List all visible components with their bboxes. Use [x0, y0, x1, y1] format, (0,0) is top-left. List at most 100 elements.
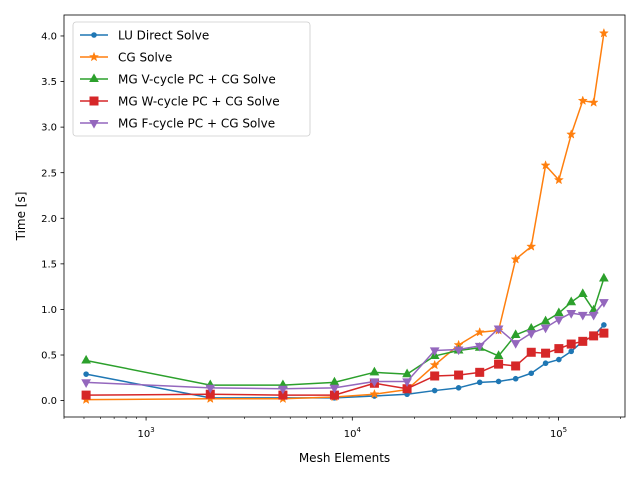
- data-point: [566, 339, 576, 349]
- data-point: [577, 288, 588, 297]
- legend-label: CG Solve: [118, 51, 172, 65]
- series-line: [86, 33, 605, 401]
- data-point: [205, 384, 216, 394]
- y-tick-label: 3.5: [41, 77, 57, 88]
- data-point: [577, 311, 588, 321]
- y-tick-label: 0.0: [41, 396, 57, 407]
- data-point: [511, 361, 521, 371]
- data-point: [475, 367, 485, 377]
- legend-item: CG Solve: [80, 51, 172, 65]
- data-point: [528, 370, 535, 377]
- data-point: [553, 174, 564, 185]
- data-point: [493, 325, 504, 335]
- data-point: [526, 330, 537, 339]
- tick-layer: 103 104 105 0.0 0.5 1.0 1.5 2.0 2.5 3.0 3.5 4.0: [41, 32, 621, 440]
- data-point: [329, 384, 340, 394]
- data-point: [553, 316, 564, 326]
- legend-marker: [91, 32, 97, 38]
- data-point: [526, 347, 536, 357]
- data-point: [494, 359, 504, 369]
- data-point: [588, 311, 599, 321]
- data-point: [510, 340, 521, 349]
- data-point: [402, 368, 412, 378]
- legend-item: MG W-cycle PC + CG Solve: [80, 95, 280, 109]
- data-point: [476, 379, 483, 386]
- data-point: [526, 241, 537, 251]
- series-3: [81, 272, 609, 389]
- legend: LU Direct Solve CG Solve MG V-cycle PC + C…: [72, 21, 311, 137]
- data-point: [510, 253, 521, 264]
- axes-frame: [63, 14, 626, 418]
- legend-marker: [88, 51, 100, 62]
- y-tick-label: 0.5: [41, 351, 57, 362]
- data-point: [454, 370, 464, 380]
- data-point: [453, 346, 464, 356]
- y-tick-label: 2.5: [41, 168, 57, 179]
- data-point: [430, 371, 440, 381]
- data-point: [601, 322, 607, 328]
- data-point: [369, 388, 380, 399]
- data-point: [455, 385, 462, 391]
- y-tick-label: 3.0: [41, 123, 57, 134]
- data-point: [369, 366, 380, 376]
- x-tick-label: 104: [344, 426, 362, 440]
- legend-box: [72, 21, 311, 137]
- data-point: [588, 97, 599, 107]
- data-point: [495, 378, 502, 385]
- data-point: [566, 310, 577, 319]
- x-tick-label: 103: [137, 426, 154, 440]
- y-tick-label: 4.0: [41, 32, 57, 43]
- x-axis-label: Mesh Elements: [299, 451, 390, 465]
- legend-item: MG F-cycle PC + CG Solve: [80, 117, 275, 131]
- data-point: [556, 356, 562, 363]
- data-point: [429, 347, 440, 357]
- data-point: [599, 272, 609, 282]
- data-point: [599, 328, 609, 338]
- data-point: [81, 379, 91, 388]
- data-point: [540, 315, 551, 325]
- y-tick-label: 2.0: [41, 214, 57, 225]
- data-point: [474, 342, 485, 352]
- data-point: [566, 129, 577, 139]
- legend-label: MG V-cycle PC + CG Solve: [118, 73, 276, 87]
- series-layer: [81, 27, 609, 404]
- y-tick-label: 1.5: [41, 259, 57, 270]
- data-point: [599, 299, 609, 308]
- y-tick-label: 1.0: [41, 305, 57, 316]
- data-point: [553, 307, 564, 317]
- legend-item: LU Direct Solve: [80, 29, 209, 43]
- data-point: [554, 344, 564, 354]
- data-point: [542, 360, 549, 367]
- data-point: [568, 348, 575, 355]
- data-point: [540, 160, 551, 170]
- data-point: [402, 378, 412, 388]
- data-point: [578, 336, 588, 346]
- data-point: [474, 326, 485, 337]
- data-point: [566, 296, 577, 306]
- data-point: [541, 348, 551, 358]
- data-point: [510, 329, 521, 339]
- legend-item: MG V-cycle PC + CG Solve: [80, 73, 276, 87]
- legend-label: LU Direct Solve: [118, 29, 209, 43]
- data-point: [278, 385, 288, 395]
- data-point: [598, 27, 609, 38]
- data-point: [429, 359, 440, 370]
- legend-marker: [89, 96, 99, 106]
- data-point: [369, 378, 380, 388]
- data-point: [81, 390, 91, 400]
- legend-label: MG W-cycle PC + CG Solve: [118, 95, 280, 109]
- data-point: [577, 95, 588, 105]
- data-point: [83, 371, 89, 377]
- series-4: [81, 328, 609, 400]
- legend-marker: [89, 73, 99, 83]
- y-axis-label: Time [s]: [14, 192, 28, 242]
- data-point: [540, 324, 551, 334]
- legend-label: MG F-cycle PC + CG Solve: [118, 117, 275, 131]
- data-point: [512, 375, 519, 382]
- data-point: [431, 387, 438, 394]
- series-5: [81, 299, 609, 395]
- data-point: [589, 331, 599, 341]
- axes-layer: [63, 14, 626, 418]
- x-tick-label: 105: [550, 426, 567, 440]
